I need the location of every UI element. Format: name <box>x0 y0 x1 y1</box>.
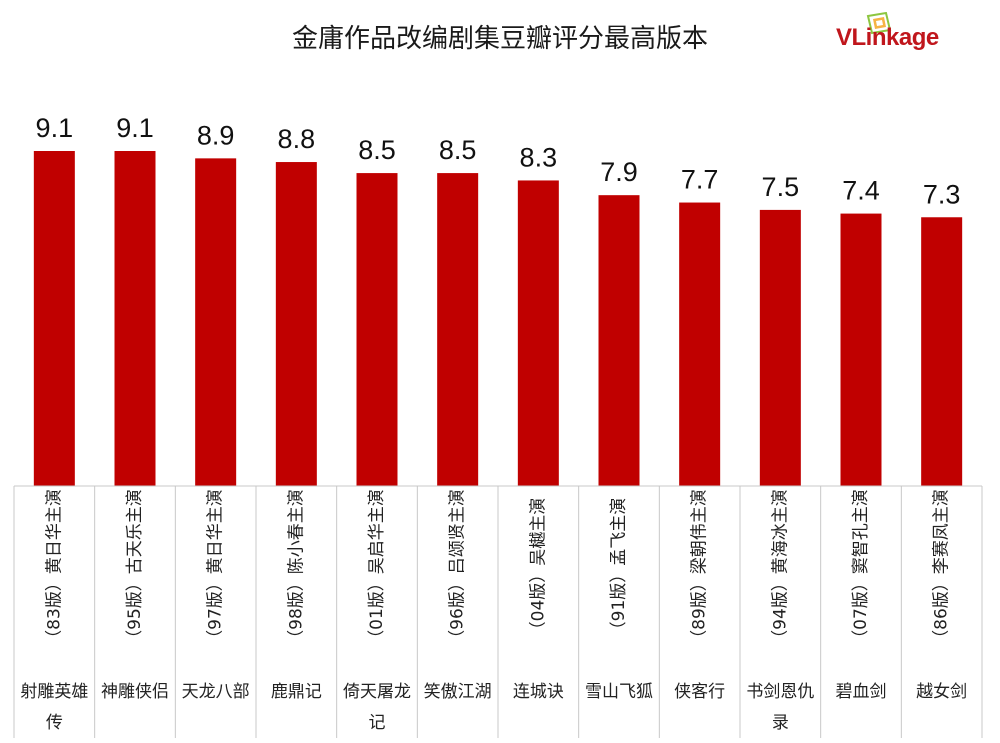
version-label: （91版）孟飞主演 <box>609 498 629 639</box>
version-label: （86版）李赛凤主演 <box>931 489 952 647</box>
bar-雪山飞狐 <box>598 195 640 486</box>
version-label: （96版）吕颂贤主演 <box>448 489 468 647</box>
version-label: （04版）吴樾主演 <box>528 498 548 639</box>
bar-天龙八部 <box>195 158 237 486</box>
bar-神雕侠侣 <box>114 151 156 486</box>
chart-title: 金庸作品改编剧集豆瓣评分最高版本 <box>291 24 708 54</box>
version-label: （83版）黄日华主演 <box>44 489 64 647</box>
bar-value-label: 8.9 <box>197 120 235 150</box>
bar-value-label: 8.8 <box>278 124 316 154</box>
version-label: （98版）陈小春主演 <box>286 489 306 647</box>
bar-value-label: 9.1 <box>116 113 154 143</box>
vlinkage-logo: VLinkage <box>836 12 948 54</box>
bar-鹿鼎记 <box>275 162 317 487</box>
bar-value-label: 7.5 <box>762 172 800 202</box>
category-label: 雪山飞狐 <box>585 682 653 702</box>
version-label: （89版）梁朝伟主演 <box>690 489 710 647</box>
bar-value-label: 7.3 <box>923 179 961 209</box>
category-label: 倚天屠龙 <box>343 682 411 702</box>
version-label: （97版）黄日华主演 <box>206 489 226 647</box>
logo-text: VLinkage <box>836 24 939 51</box>
bar-侠客行 <box>679 202 721 487</box>
bar-书剑恩仇录 <box>759 209 801 486</box>
category-label: 天龙八部 <box>182 682 250 702</box>
version-label: （07版）窦智孔主演 <box>851 489 871 647</box>
bar-value-label: 8.5 <box>439 135 477 165</box>
version-label: （94版）黄海冰主演 <box>770 489 790 647</box>
category-label: 书剑恩仇 <box>746 682 814 702</box>
bar-连城诀 <box>517 180 559 486</box>
category-label: 笑傲江湖 <box>424 682 492 702</box>
value-labels-group: 9.1 9.1 8.9 8.8 8.5 8.5 8.3 7.9 7.7 7.5 7.4 7.3 <box>36 113 961 209</box>
bar-碧血剑 <box>840 213 882 487</box>
bar-倚天屠龙记 <box>356 173 398 487</box>
category-label: 射雕英雄 <box>20 682 88 702</box>
bar-value-label: 8.3 <box>520 142 558 172</box>
category-label: 连城诀 <box>513 682 564 702</box>
bar-value-label: 7.9 <box>600 157 638 187</box>
bar-value-label: 7.7 <box>681 165 719 195</box>
bar-笑傲江湖 <box>437 173 479 487</box>
version-label: （95版）古天乐主演 <box>125 489 145 647</box>
version-label: （01版）吴启华主演 <box>367 489 387 647</box>
category-label: 侠客行 <box>674 682 725 702</box>
bar-越女剑 <box>921 217 963 486</box>
bar-value-label: 8.5 <box>358 135 396 165</box>
bars-group <box>33 151 963 487</box>
bar-射雕英雄传 <box>33 151 75 486</box>
bar-value-label: 9.1 <box>36 113 74 143</box>
category-label: 碧血剑 <box>836 682 887 702</box>
category-label-line2: 记 <box>369 713 386 733</box>
logo-mark-icon <box>866 12 892 35</box>
category-label: 鹿鼎记 <box>271 682 322 702</box>
category-label-line2: 传 <box>46 713 63 733</box>
bar-value-label: 7.4 <box>842 176 880 206</box>
category-label: 神雕侠侣 <box>101 682 169 702</box>
category-label: 越女剑 <box>916 682 967 702</box>
category-label-line2: 录 <box>772 713 789 733</box>
